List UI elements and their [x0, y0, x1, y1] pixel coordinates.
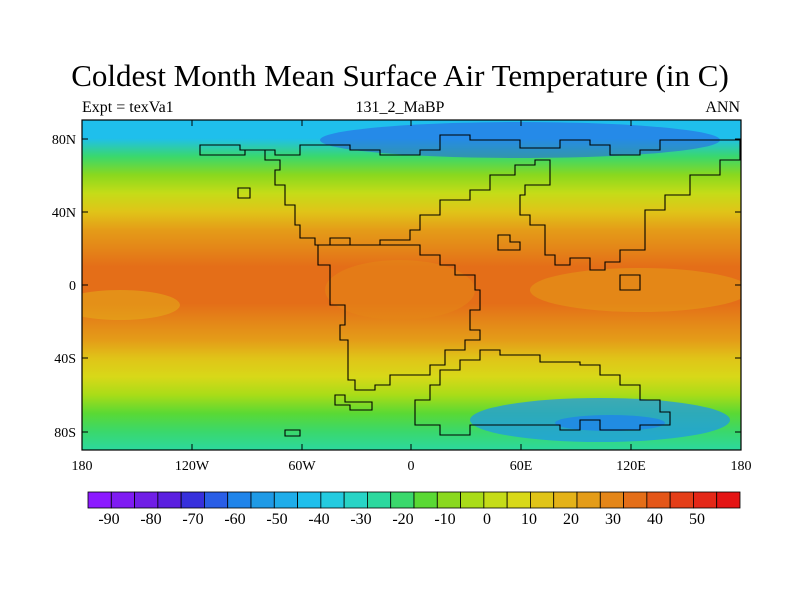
- colorbar-label: 10: [521, 511, 537, 528]
- coastline-island-2: [284, 429, 301, 437]
- colorbar-label: -70: [182, 511, 203, 528]
- lat-axis-labels: 80N 40N 0 40S 80S: [52, 133, 76, 441]
- coastline-main: [199, 134, 741, 271]
- lon-tick-label: 60E: [510, 459, 533, 474]
- season-label: ANN: [705, 99, 740, 116]
- colorbar-swatch: [320, 491, 345, 509]
- lon-tick-label: 180: [731, 459, 752, 474]
- colorbar-swatch: [297, 491, 322, 509]
- colorbar-swatch: [367, 491, 392, 509]
- lat-tick-label: 0: [69, 279, 76, 294]
- colorbar-swatch: [716, 491, 741, 509]
- coastline-island-4: [619, 274, 641, 291]
- colorbar-swatch: [599, 491, 624, 509]
- colorbar-swatch: [227, 491, 252, 509]
- colorbar-swatch: [436, 491, 461, 509]
- colorbar-swatch: [483, 491, 508, 509]
- coastline-island-5: [497, 234, 521, 251]
- antarctic-core-cold: [555, 415, 665, 431]
- colorbar-swatch: [180, 491, 205, 509]
- time-period-label: 131_2_MaBP: [355, 99, 445, 116]
- colorbar-label: -30: [350, 511, 371, 528]
- lon-tick-label: 0: [408, 459, 415, 474]
- colorbar-swatch: [87, 491, 112, 509]
- colorbar-labels: -90 -80 -70 -60 -50 -40 -30 -20 -10 0 10…: [98, 511, 705, 528]
- colorbar-swatch: [553, 491, 578, 509]
- colorbar-swatch: [273, 491, 298, 509]
- colorbar-label: -10: [434, 511, 455, 528]
- colorbar-label: -80: [140, 511, 161, 528]
- colorbar-label: -60: [224, 511, 245, 528]
- colorbar-swatch: [390, 491, 415, 509]
- colorbar-swatch: [343, 491, 368, 509]
- african-warm-anomaly: [325, 260, 475, 320]
- lon-axis-labels: 180 120W 60W 0 60E 120E 180: [72, 459, 752, 474]
- atlantic-warm-anomaly: [82, 290, 180, 320]
- colorbar-swatch: [134, 491, 159, 509]
- colorbar-swatch: [157, 491, 182, 509]
- lon-tick-label: 60W: [288, 459, 316, 474]
- lon-tick-label: 180: [72, 459, 93, 474]
- lat-tick-label: 40N: [52, 206, 76, 221]
- colorbar-swatch: [530, 491, 555, 509]
- coastline-island-3: [237, 187, 251, 199]
- colorbar-label: 20: [563, 511, 579, 528]
- colorbar-swatch: [250, 491, 275, 509]
- experiment-label: Expt = texVa1: [82, 99, 174, 116]
- lat-tick-label: 40S: [54, 352, 76, 367]
- colorbar-swatch: [646, 491, 671, 509]
- coastline-island-1: [334, 394, 373, 411]
- lon-tick-label: 120W: [175, 459, 210, 474]
- lat-tick-marks: [82, 138, 741, 433]
- colorbar-label: -50: [266, 511, 287, 528]
- continent-outlines: [199, 134, 741, 437]
- plot-title: Coldest Month Mean Surface Air Temperatu…: [71, 58, 729, 93]
- coastline-antarctica: [414, 349, 671, 436]
- colorbar-swatch: [623, 491, 648, 509]
- colorbar-label: 0: [483, 511, 491, 528]
- colorbar-swatch: [693, 491, 718, 509]
- lon-tick-marks: [81, 120, 742, 450]
- colorbar-swatch: [576, 491, 601, 509]
- lat-tick-label: 80S: [54, 426, 76, 441]
- colorbar-label: -20: [392, 511, 413, 528]
- colorbar-swatch: [460, 491, 485, 509]
- colorbar: [87, 491, 741, 509]
- colorbar-swatch: [204, 491, 229, 509]
- lat-tick-label: 80N: [52, 133, 76, 148]
- coastline-pangea-south: [317, 244, 481, 391]
- colorbar-label: 30: [605, 511, 621, 528]
- lon-tick-label: 120E: [616, 459, 646, 474]
- colorbar-swatch: [413, 491, 438, 509]
- colorbar-swatch: [110, 491, 135, 509]
- colorbar-label: -40: [308, 511, 329, 528]
- colorbar-label: 40: [647, 511, 663, 528]
- colorbar-label: 50: [689, 511, 705, 528]
- colorbar-swatch: [506, 491, 531, 509]
- colorbar-label: -90: [98, 511, 119, 528]
- colorbar-swatch: [669, 491, 694, 509]
